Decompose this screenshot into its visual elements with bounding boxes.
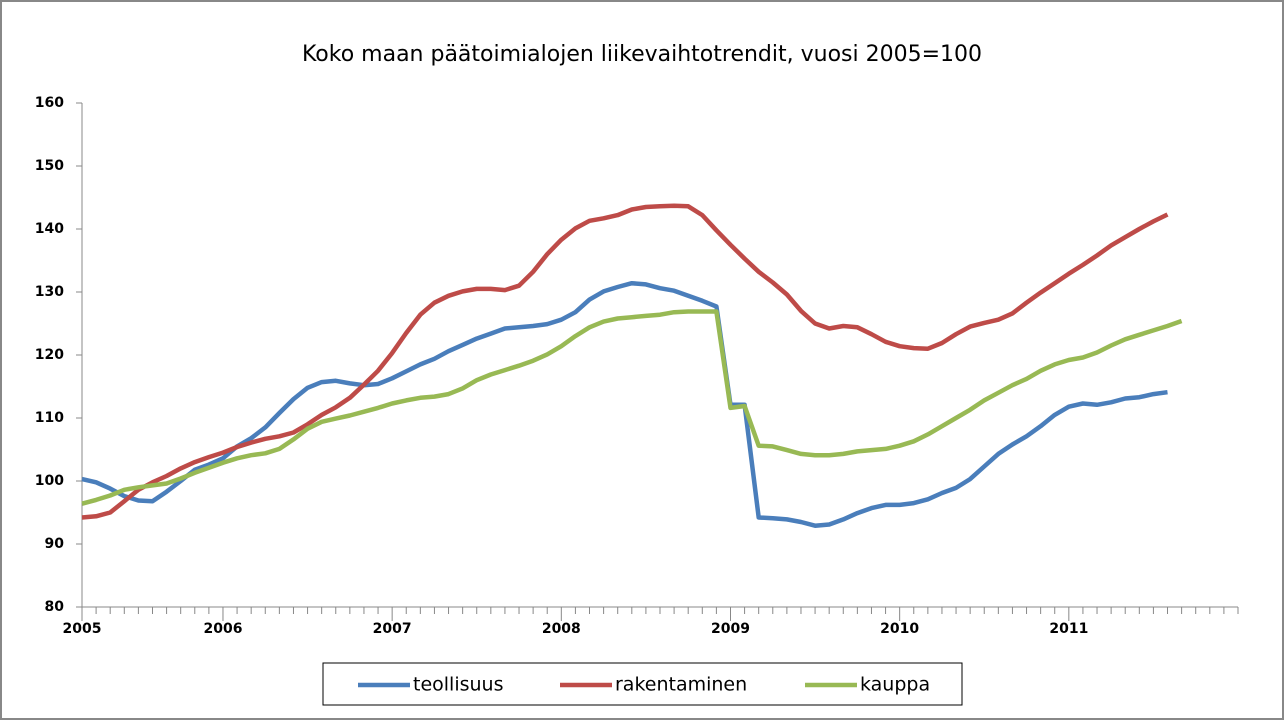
series-line bbox=[81, 280, 1168, 528]
legend-label: kauppa bbox=[860, 674, 930, 696]
legend-label: rakentaminen bbox=[615, 674, 747, 696]
series-line bbox=[81, 203, 1169, 520]
x-tick-label: 2011 bbox=[1049, 621, 1088, 637]
chart-title: Koko maan päätoimialojen liikevaihtotren… bbox=[302, 42, 982, 67]
y-tick-label: 80 bbox=[45, 599, 65, 615]
x-tick-label: 2010 bbox=[880, 621, 919, 637]
x-tick-label: 2008 bbox=[542, 621, 581, 637]
y-tick-label: 90 bbox=[45, 536, 65, 552]
x-tick-label: 2006 bbox=[203, 621, 242, 637]
series-line bbox=[81, 309, 1183, 506]
y-tick-label: 140 bbox=[35, 221, 64, 237]
y-tick-label: 130 bbox=[35, 284, 64, 300]
legend-label: teollisuus bbox=[413, 674, 503, 696]
y-tick-label: 100 bbox=[35, 473, 64, 489]
x-tick-label: 2009 bbox=[711, 621, 750, 637]
x-tick-label: 2007 bbox=[373, 621, 412, 637]
y-tick-label: 160 bbox=[35, 95, 64, 111]
y-tick-label: 150 bbox=[35, 158, 64, 174]
y-tick-label: 120 bbox=[35, 347, 64, 363]
x-tick-label: 2005 bbox=[63, 621, 102, 637]
y-tick-label: 110 bbox=[35, 410, 64, 426]
